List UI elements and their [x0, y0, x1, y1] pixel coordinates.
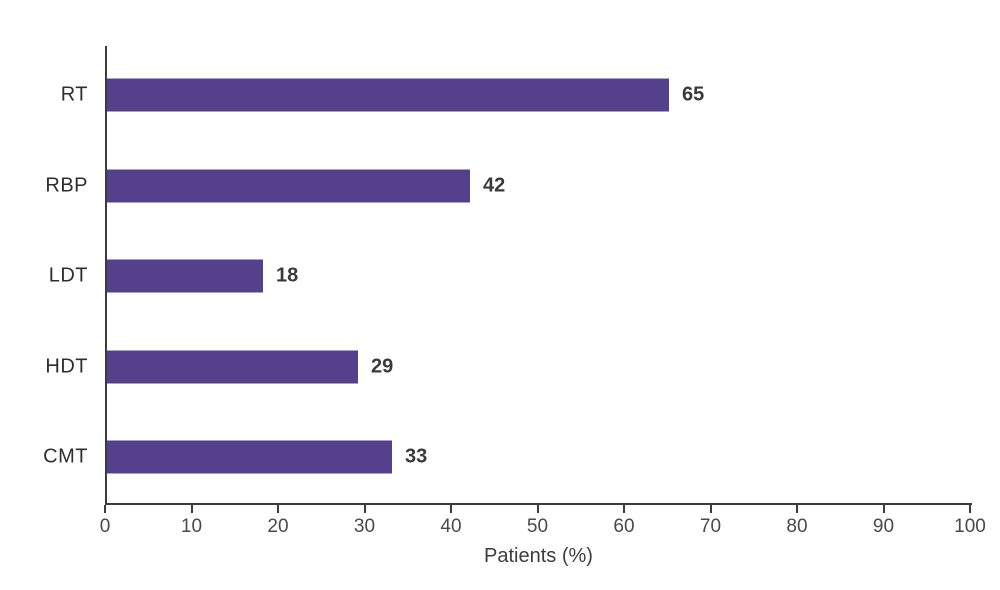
x-tick-90 — [882, 505, 885, 513]
x-axis-line — [105, 503, 972, 505]
x-tick-80 — [796, 505, 798, 513]
x-tick-20 — [277, 505, 279, 513]
x-tick-50 — [536, 505, 539, 513]
value-label-rbp: 42 — [483, 174, 506, 197]
x-tick-label-10: 10 — [180, 516, 203, 537]
category-label-rbp: RBP — [45, 174, 88, 197]
x-tick-100 — [969, 505, 971, 513]
value-label-hdt: 29 — [371, 355, 394, 378]
x-tick-40 — [450, 505, 452, 513]
x-tick-label-100: 100 — [954, 516, 986, 537]
y-axis-line — [105, 46, 107, 505]
x-tick-70 — [709, 505, 712, 513]
x-tick-30 — [363, 505, 366, 513]
x-tick-60 — [623, 505, 625, 513]
x-tick-0 — [104, 505, 106, 513]
x-tick-label-90: 90 — [872, 516, 895, 537]
value-label-cmt: 33 — [405, 445, 428, 468]
bar-cmt — [107, 440, 392, 474]
bar-ldt — [107, 259, 263, 293]
x-tick-label-60: 60 — [613, 516, 635, 537]
x-tick-label-30: 30 — [353, 516, 376, 537]
x-tick-label-70: 70 — [699, 516, 722, 537]
x-tick-label-0: 0 — [99, 516, 111, 537]
x-tick-label-40: 40 — [440, 516, 462, 537]
value-label-rt: 65 — [682, 83, 705, 106]
category-label-hdt: HDT — [45, 355, 88, 378]
x-axis-title: Patients (%) — [484, 545, 593, 567]
category-label-ldt: LDT — [48, 264, 88, 287]
x-tick-label-50: 50 — [526, 516, 549, 537]
bar-rt — [107, 78, 669, 112]
bar-rbp — [107, 169, 470, 203]
category-label-cmt: CMT — [43, 445, 88, 468]
bar-hdt — [107, 350, 358, 384]
value-label-ldt: 18 — [276, 264, 299, 287]
x-tick-label-80: 80 — [786, 516, 808, 537]
category-label-rt: RT — [60, 83, 88, 106]
x-tick-10 — [190, 505, 193, 513]
x-tick-label-20: 20 — [267, 516, 289, 537]
